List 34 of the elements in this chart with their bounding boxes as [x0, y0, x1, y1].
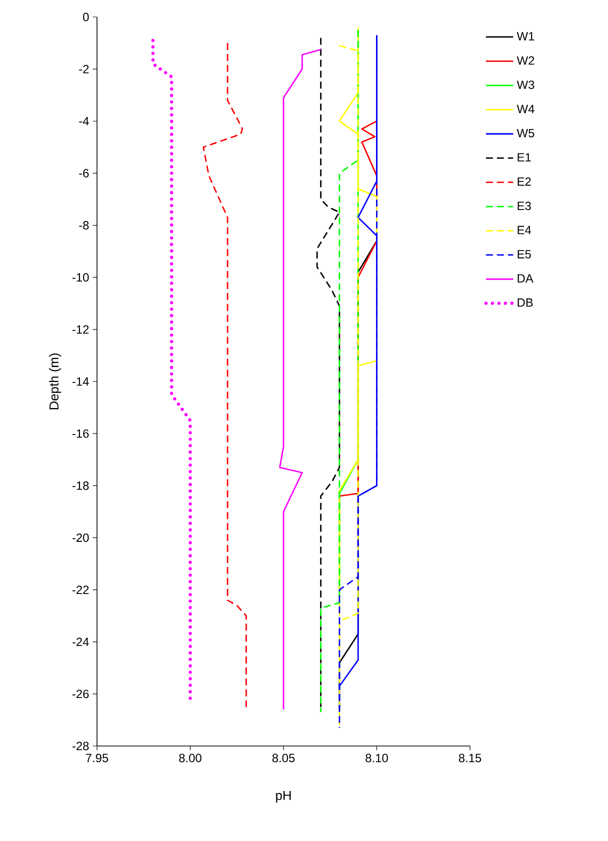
y-tick-label: -16: [72, 429, 89, 438]
legend-label: W4: [516, 104, 534, 114]
y-tick-label: -24: [72, 638, 89, 646]
legend-label: E4: [518, 226, 532, 234]
x-axis-title: pH: [276, 791, 291, 803]
legend-label: W3: [516, 80, 534, 90]
y-tick-label: 0: [83, 12, 89, 22]
y-tick-label: -14: [72, 377, 89, 386]
legend-label: W1: [516, 32, 534, 40]
x-tick-label: 8.05: [272, 754, 295, 762]
y-tick-label: -2: [79, 64, 89, 74]
legend-label: E2: [518, 177, 531, 186]
legend-label: E1: [518, 153, 531, 162]
legend-label: DA: [518, 274, 534, 282]
y-tick-label: -12: [72, 325, 89, 334]
x-tick-label: 7.95: [86, 754, 108, 762]
legend-label: W2: [516, 56, 534, 65]
y-tick-label: -6: [79, 168, 89, 178]
y-tick-label: -26: [72, 690, 89, 698]
y-tick-label: -4: [79, 117, 89, 126]
legend-label: DB: [518, 298, 533, 307]
y-tick-label: -18: [72, 481, 89, 490]
legend-label: E5: [518, 250, 531, 258]
y-tick-label: -8: [79, 221, 89, 230]
y-tick-label: -28: [72, 742, 89, 750]
y-tick-label: -20: [72, 533, 89, 542]
x-tick-label: 8.00: [179, 754, 202, 762]
y-tick-label: -22: [72, 586, 89, 594]
legend-label: W5: [516, 129, 534, 138]
x-tick-label: 8.10: [366, 754, 388, 762]
legend-label: E3: [518, 202, 531, 210]
y-axis-title: Depth (m): [49, 354, 62, 410]
x-tick-label: 8.15: [458, 754, 482, 762]
y-tick-label: -10: [72, 273, 89, 282]
